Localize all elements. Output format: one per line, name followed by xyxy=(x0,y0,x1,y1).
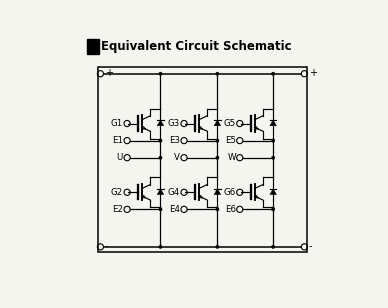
Text: E2: E2 xyxy=(112,205,123,214)
Text: G4: G4 xyxy=(168,188,180,197)
Circle shape xyxy=(272,208,275,211)
Circle shape xyxy=(216,208,219,211)
Circle shape xyxy=(216,156,219,159)
Polygon shape xyxy=(157,120,164,126)
Circle shape xyxy=(159,245,162,249)
Circle shape xyxy=(216,139,219,142)
Polygon shape xyxy=(270,189,276,194)
Circle shape xyxy=(159,139,162,142)
Text: U: U xyxy=(117,153,123,162)
Bar xyxy=(98,67,307,252)
Circle shape xyxy=(216,72,219,75)
Text: -: - xyxy=(309,241,312,251)
Text: G5: G5 xyxy=(223,119,236,128)
Circle shape xyxy=(272,72,275,75)
Polygon shape xyxy=(157,189,164,194)
Text: W: W xyxy=(227,153,236,162)
Polygon shape xyxy=(214,120,221,126)
Polygon shape xyxy=(214,189,221,194)
Text: Equivalent Circuit Schematic: Equivalent Circuit Schematic xyxy=(101,40,292,53)
Text: +: + xyxy=(309,68,317,78)
Circle shape xyxy=(159,72,162,75)
Circle shape xyxy=(159,208,162,211)
Text: E4: E4 xyxy=(169,205,180,214)
Circle shape xyxy=(272,245,275,249)
Text: G2: G2 xyxy=(111,188,123,197)
Text: E3: E3 xyxy=(169,136,180,145)
Text: G6: G6 xyxy=(223,188,236,197)
Text: +: + xyxy=(105,68,113,78)
Circle shape xyxy=(159,156,162,159)
Circle shape xyxy=(272,156,275,159)
Bar xyxy=(87,39,99,54)
Text: E1: E1 xyxy=(112,136,123,145)
Polygon shape xyxy=(270,120,276,126)
Text: V: V xyxy=(174,153,180,162)
Circle shape xyxy=(272,139,275,142)
Text: E6: E6 xyxy=(225,205,236,214)
Circle shape xyxy=(216,245,219,249)
Text: -: - xyxy=(105,241,108,251)
Text: G1: G1 xyxy=(111,119,123,128)
Text: E5: E5 xyxy=(225,136,236,145)
Text: G3: G3 xyxy=(168,119,180,128)
